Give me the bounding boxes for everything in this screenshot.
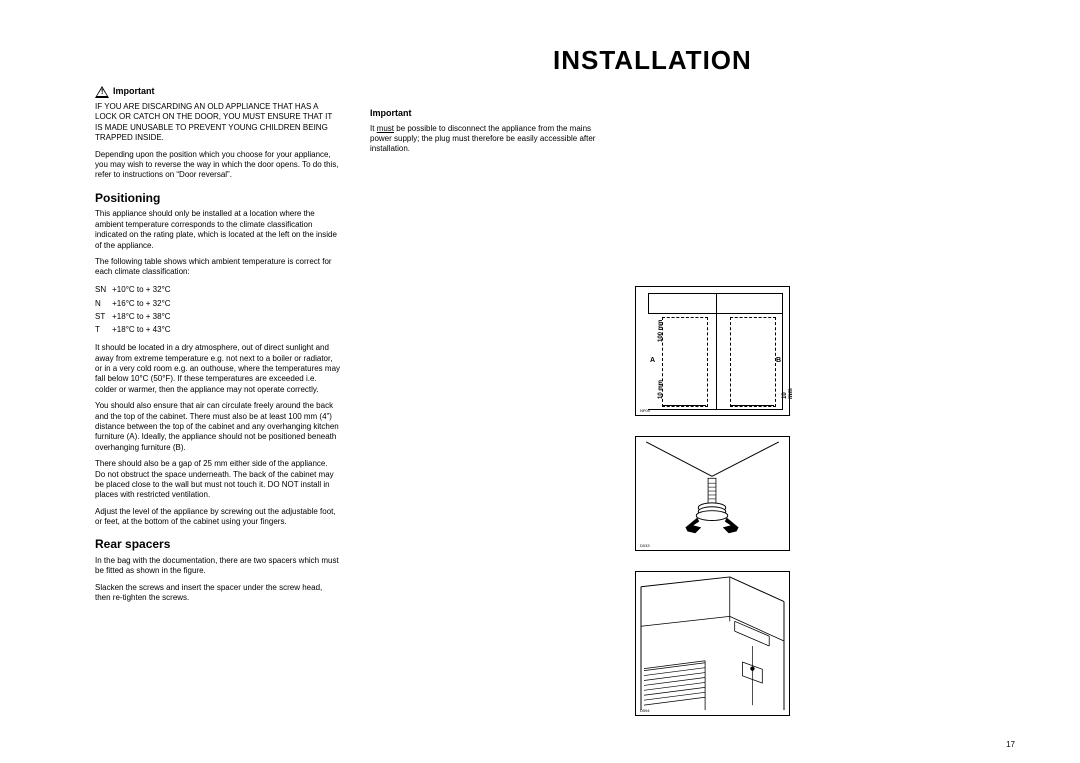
- rear-p2: Slacken the screws and insert the spacer…: [95, 583, 340, 604]
- positioning-p5: There should also be a gap of 25 mm eith…: [95, 459, 340, 501]
- warning-icon: !: [95, 86, 109, 98]
- fig2-code: D033: [640, 543, 650, 548]
- spacer-screw-diagram: D033: [635, 436, 790, 551]
- positioning-p3: It should be located in a dry atmosphere…: [95, 343, 340, 395]
- fig1-code: NP00: [640, 408, 650, 413]
- label-10mm-a: 10 mm: [658, 380, 664, 399]
- important-label-right: Important: [370, 108, 605, 120]
- figure-column: 100 mm 10 mm 10 mm A B NP00: [635, 86, 790, 716]
- rear-spacer-diagram: D594: [635, 571, 790, 716]
- positioning-p6: Adjust the level of the appliance by scr…: [95, 507, 340, 528]
- climate-table: SN+10°C to + 32°C N+16°C to + 32°C ST+18…: [95, 284, 177, 338]
- page-number: 17: [1006, 740, 1015, 749]
- mains-note: It must be possible to disconnect the ap…: [370, 124, 605, 155]
- table-row: ST+18°C to + 38°C: [95, 310, 177, 323]
- positioning-p1: This appliance should only be installed …: [95, 209, 340, 251]
- must-underlined: must: [377, 124, 394, 133]
- important-label: Important: [113, 86, 155, 98]
- label-B: B: [776, 357, 781, 364]
- label-A: A: [650, 357, 655, 364]
- discard-warning: IF YOU ARE DISCARDING AN OLD APPLIANCE T…: [95, 102, 340, 144]
- important-heading: ! Important: [95, 86, 340, 98]
- table-row: N+16°C to + 32°C: [95, 297, 177, 310]
- rear-p1: In the bag with the documentation, there…: [95, 556, 340, 577]
- right-column: Important It must be possible to disconn…: [370, 86, 605, 716]
- clearance-diagram: 100 mm 10 mm 10 mm A B NP00: [635, 286, 790, 416]
- table-row: SN+10°C to + 32°C: [95, 284, 177, 297]
- page-title: INSTALLATION: [553, 45, 1010, 76]
- table-row: T+18°C to + 43°C: [95, 324, 177, 337]
- fig3-code: D594: [640, 708, 650, 713]
- rear-spacers-heading: Rear spacers: [95, 537, 340, 553]
- label-10mm-b: 10 mm: [782, 388, 794, 399]
- positioning-p4: You should also ensure that air can circ…: [95, 401, 340, 453]
- positioning-heading: Positioning: [95, 191, 340, 207]
- door-reversal-note: Depending upon the position which you ch…: [95, 150, 340, 181]
- left-column: ! Important IF YOU ARE DISCARDING AN OLD…: [95, 86, 340, 716]
- label-100mm: 100 mm: [658, 320, 664, 342]
- positioning-p2: The following table shows which ambient …: [95, 257, 340, 278]
